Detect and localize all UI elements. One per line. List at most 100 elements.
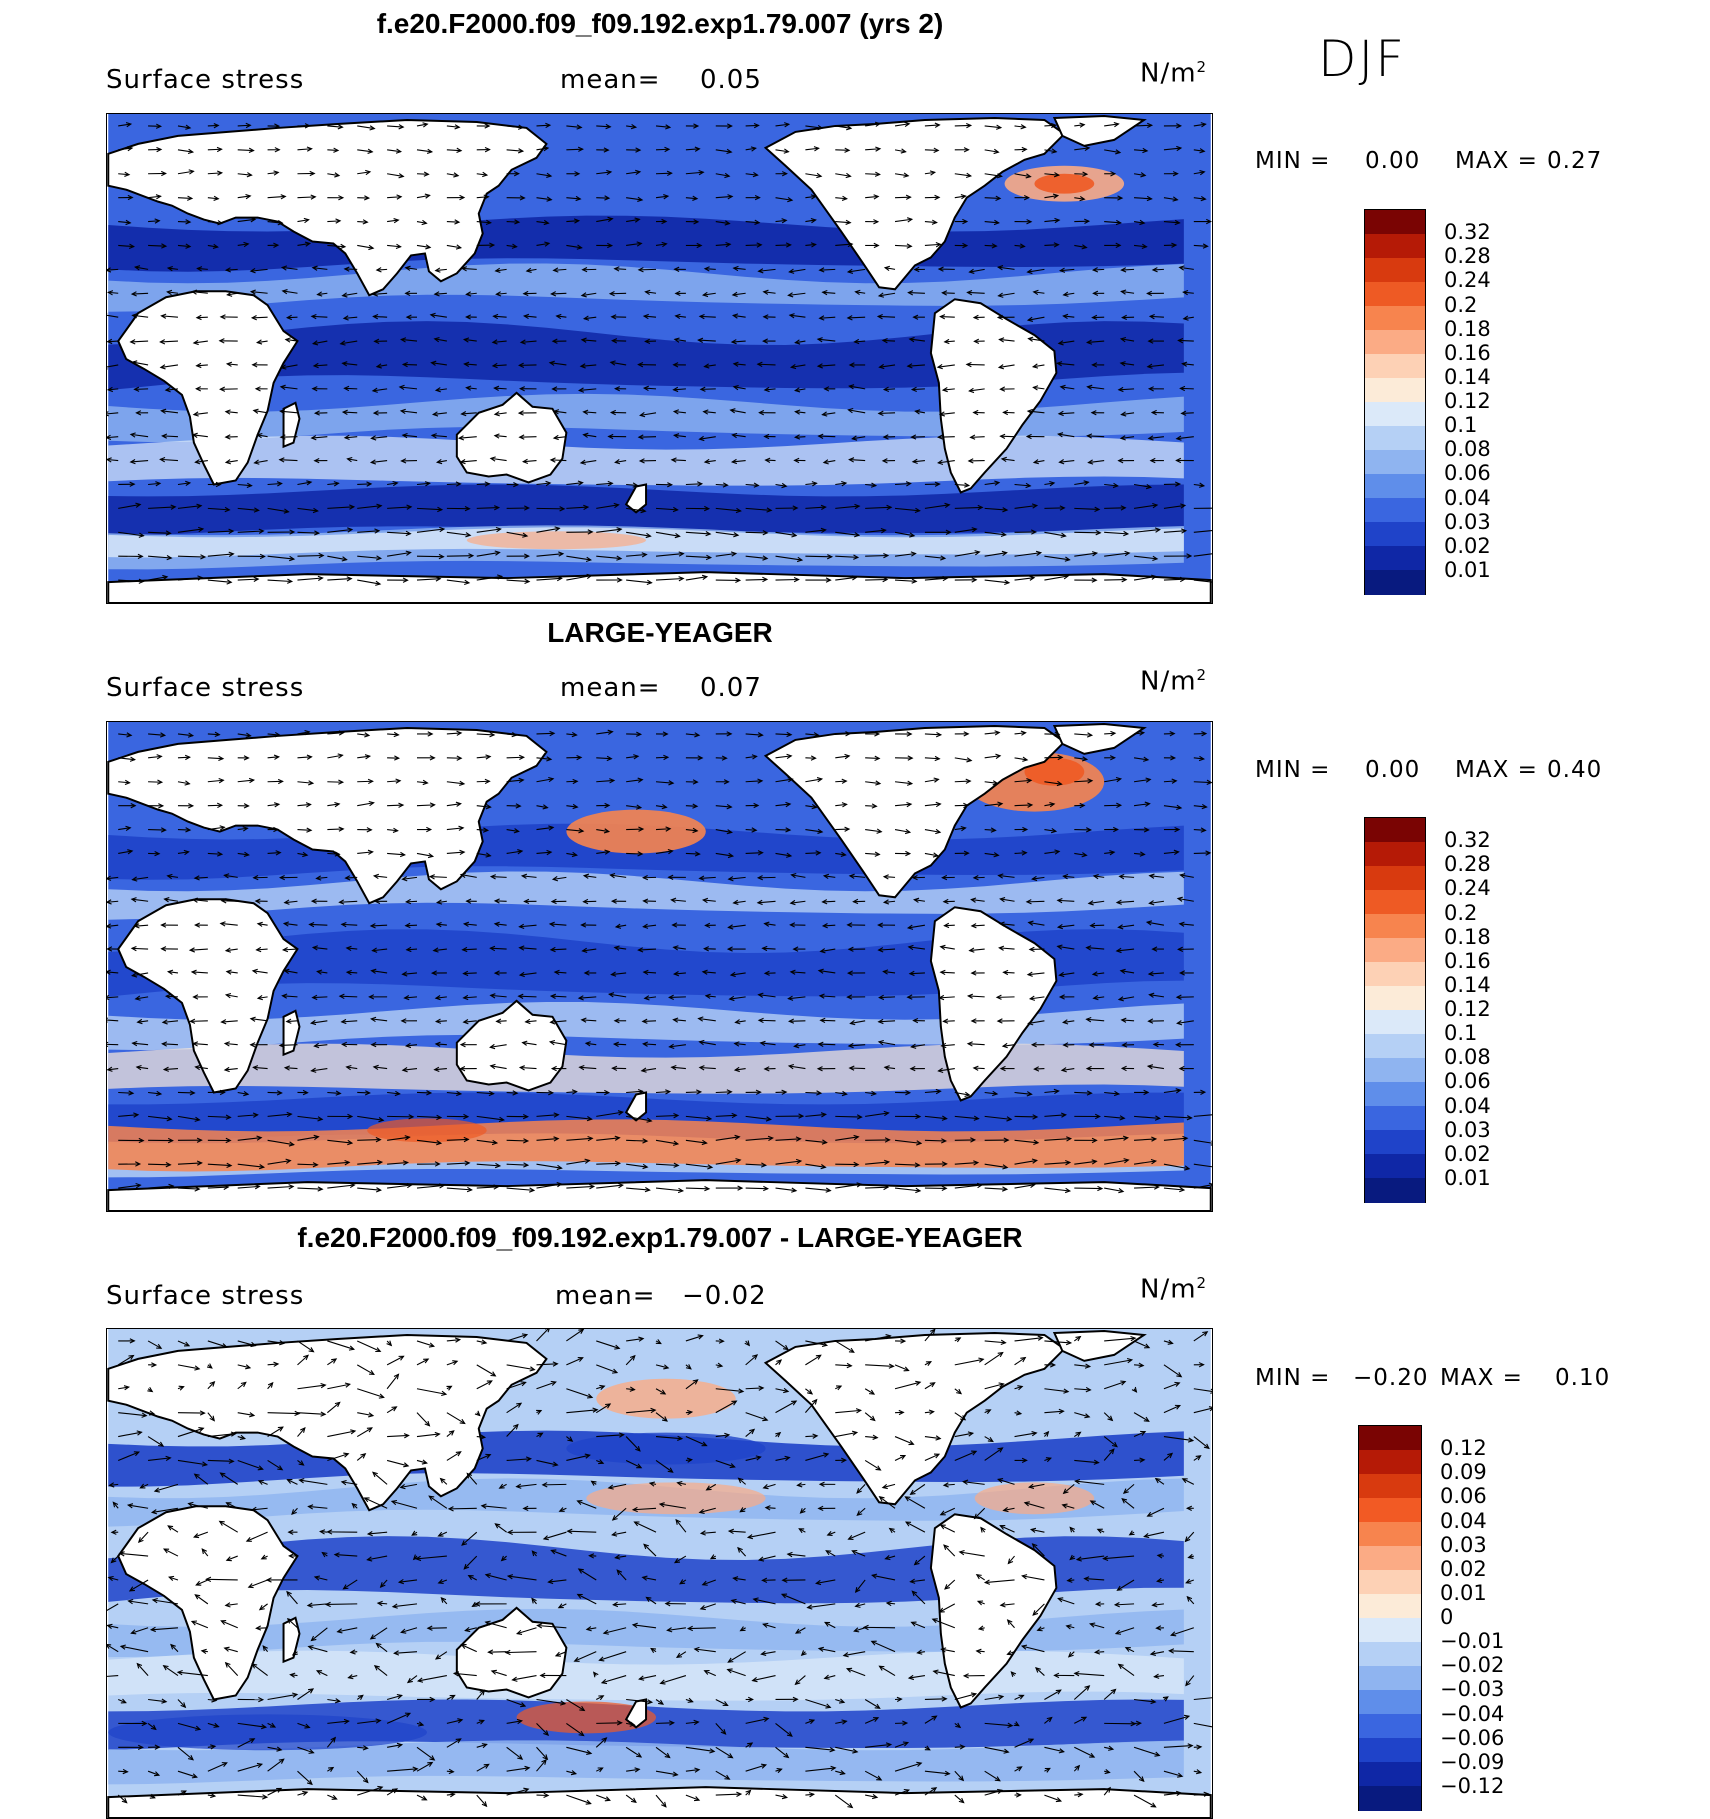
surface-stress-map bbox=[106, 113, 1213, 604]
mean-label: mean= bbox=[555, 1281, 656, 1311]
colorbar-tick-label: 0.06 bbox=[1444, 1069, 1491, 1093]
colorbar-tick-label: 0.02 bbox=[1440, 1557, 1487, 1581]
colorbar-swatch bbox=[1365, 1058, 1425, 1084]
colorbar-tick-label: 0.08 bbox=[1444, 437, 1491, 461]
max-value: 0.40 bbox=[1547, 757, 1602, 783]
colorbar-swatch bbox=[1365, 842, 1425, 868]
variable-label: Surface stress bbox=[106, 65, 304, 95]
colorbar-tick-label: 0.16 bbox=[1444, 949, 1491, 973]
variable-label: Surface stress bbox=[106, 1281, 304, 1311]
colorbar-tick-label: 0.28 bbox=[1444, 852, 1491, 876]
min-label: MIN = bbox=[1255, 148, 1330, 174]
colorbar-tick-label: 0.28 bbox=[1444, 244, 1491, 268]
max-label: MAX = bbox=[1440, 1365, 1523, 1391]
max-value: 0.10 bbox=[1555, 1365, 1610, 1391]
colorbar-tick-label: 0.18 bbox=[1444, 317, 1491, 341]
colorbar-swatch bbox=[1365, 402, 1425, 428]
colorbar-tick-label: 0.01 bbox=[1444, 1166, 1491, 1190]
colorbar-tick-label: 0.24 bbox=[1444, 876, 1491, 900]
min-value: 0.00 bbox=[1365, 757, 1420, 783]
season-label: DJF bbox=[1318, 30, 1406, 88]
surface-stress-map bbox=[106, 1328, 1213, 1819]
colorbar-swatch bbox=[1365, 306, 1425, 332]
colorbar-swatch bbox=[1365, 378, 1425, 404]
colorbar-swatch bbox=[1365, 890, 1425, 916]
colorbar-tick-label: 0.03 bbox=[1440, 1533, 1487, 1557]
max-label: MAX = bbox=[1455, 148, 1538, 174]
colorbar-swatch bbox=[1359, 1426, 1421, 1452]
colorbar-tick-label: 0.08 bbox=[1444, 1045, 1491, 1069]
colorbar-swatch bbox=[1365, 282, 1425, 308]
mean-value: −0.02 bbox=[682, 1281, 767, 1311]
colorbar-tick-label: −0.03 bbox=[1440, 1677, 1504, 1701]
colorbar-tick-label: 0.16 bbox=[1444, 341, 1491, 365]
unit-label: N/m2 bbox=[1140, 666, 1207, 697]
colorbar-swatch bbox=[1359, 1618, 1421, 1644]
colorbar-swatch bbox=[1365, 258, 1425, 284]
colorbar-swatch bbox=[1359, 1570, 1421, 1596]
colorbar-swatch bbox=[1359, 1474, 1421, 1500]
colorbar-tick-label: 0.2 bbox=[1444, 293, 1477, 317]
colorbar-tick-label: 0.12 bbox=[1440, 1436, 1487, 1460]
colorbar-swatch bbox=[1365, 450, 1425, 476]
colorbar-tick-label: 0.03 bbox=[1444, 510, 1491, 534]
colorbar-swatch bbox=[1365, 986, 1425, 1012]
colorbar-swatch bbox=[1365, 938, 1425, 964]
mean-label: mean= bbox=[560, 65, 661, 95]
colorbar-swatch bbox=[1365, 1130, 1425, 1156]
colorbar-tick-label: 0.04 bbox=[1440, 1509, 1487, 1533]
colorbar-tick-label: −0.01 bbox=[1440, 1629, 1504, 1653]
colorbar-swatch bbox=[1365, 1082, 1425, 1108]
colorbar-tick-label: −0.06 bbox=[1440, 1726, 1504, 1750]
variable-label: Surface stress bbox=[106, 673, 304, 703]
colorbar-swatch bbox=[1359, 1546, 1421, 1572]
colorbar-swatch bbox=[1365, 570, 1425, 595]
colorbar-swatch bbox=[1359, 1762, 1421, 1788]
min-label: MIN = bbox=[1255, 757, 1330, 783]
stress-maximum-patch bbox=[975, 1482, 1095, 1514]
colorbar-swatch bbox=[1359, 1594, 1421, 1620]
colorbar bbox=[1364, 817, 1426, 1203]
max-value: 0.27 bbox=[1547, 148, 1602, 174]
colorbar-swatch bbox=[1359, 1450, 1421, 1476]
continent-outline bbox=[108, 572, 1210, 603]
colorbar-tick-label: −0.02 bbox=[1440, 1653, 1504, 1677]
stress-maximum-patch bbox=[1034, 174, 1094, 194]
colorbar-tick-label: 0.2 bbox=[1444, 901, 1477, 925]
colorbar-swatch bbox=[1359, 1498, 1421, 1524]
colorbar-tick-label: 0.12 bbox=[1444, 997, 1491, 1021]
colorbar-swatch bbox=[1365, 818, 1425, 844]
colorbar-swatch bbox=[1365, 866, 1425, 892]
colorbar-swatch bbox=[1365, 1010, 1425, 1036]
colorbar-swatch bbox=[1365, 498, 1425, 524]
colorbar-swatch bbox=[1365, 330, 1425, 356]
stress-maximum-patch bbox=[467, 531, 646, 549]
colorbar-tick-label: 0.01 bbox=[1440, 1581, 1487, 1605]
colorbar-swatch bbox=[1359, 1522, 1421, 1548]
colorbar-swatch bbox=[1365, 1034, 1425, 1060]
stress-maximum-patch bbox=[596, 1379, 735, 1419]
min-value: −0.20 bbox=[1353, 1365, 1428, 1391]
colorbar-tick-label: 0.18 bbox=[1444, 925, 1491, 949]
continent-outline bbox=[108, 1180, 1210, 1211]
colorbar-swatch bbox=[1359, 1690, 1421, 1716]
max-label: MAX = bbox=[1455, 757, 1538, 783]
colorbar bbox=[1364, 209, 1426, 595]
colorbar-swatch bbox=[1359, 1738, 1421, 1764]
colorbar-swatch bbox=[1359, 1666, 1421, 1692]
colorbar-swatch bbox=[1365, 234, 1425, 260]
colorbar-tick-label: 0.14 bbox=[1444, 973, 1491, 997]
colorbar-tick-label: 0.02 bbox=[1444, 1142, 1491, 1166]
panel-title: f.e20.F2000.f09_f09.192.exp1.79.007 - LA… bbox=[0, 1222, 1320, 1254]
colorbar-swatch bbox=[1365, 1178, 1425, 1203]
colorbar-swatch bbox=[1365, 474, 1425, 500]
stress-maximum-patch bbox=[566, 810, 705, 854]
colorbar-tick-label: 0.14 bbox=[1444, 365, 1491, 389]
min-value: 0.00 bbox=[1365, 148, 1420, 174]
colorbar-tick-label: 0.09 bbox=[1440, 1460, 1487, 1484]
mean-label: mean= bbox=[560, 673, 661, 703]
stress-maximum-patch bbox=[367, 1118, 487, 1142]
colorbar-tick-label: 0.12 bbox=[1444, 389, 1491, 413]
colorbar bbox=[1358, 1425, 1422, 1811]
surface-stress-map bbox=[106, 721, 1213, 1212]
